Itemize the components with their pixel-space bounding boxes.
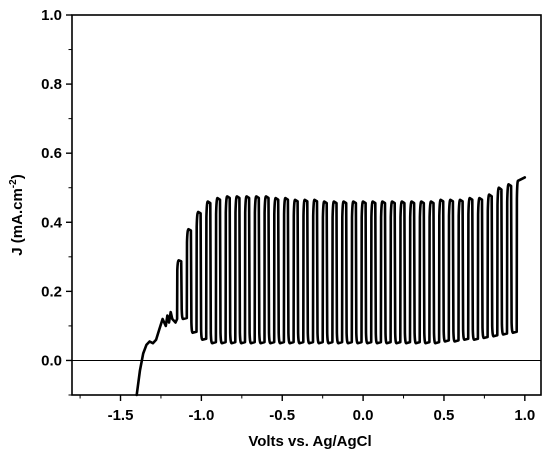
- x-axis-title: Volts vs. Ag/AgCl: [248, 433, 371, 450]
- y-tick-label: 0.8: [41, 76, 62, 93]
- y-axis-title-close: ): [9, 174, 26, 179]
- x-tick-label: 0.5: [434, 407, 455, 424]
- data-lines: [135, 176, 527, 397]
- x-tick-label: -0.5: [269, 407, 295, 424]
- tick-marks: [66, 14, 526, 401]
- x-tick-label: -1.0: [188, 407, 214, 424]
- current-density-trace: [135, 176, 527, 397]
- y-tick-label: 1.0: [41, 7, 62, 24]
- x-tick-label: -1.5: [108, 407, 134, 424]
- y-tick-label: 0.4: [41, 214, 63, 231]
- y-tick-label: 0.2: [41, 283, 62, 300]
- x-tick-label: 1.0: [514, 407, 535, 424]
- plot-frame: [71, 14, 542, 396]
- y-tick-label: 0.0: [41, 352, 62, 369]
- tick-labels: -1.5 -1.0 -0.5 0.0 0.5 1.0 0.0 0.2 0.4 0.6 0.8 1.0: [41, 7, 535, 424]
- y-tick-label: 0.6: [41, 145, 62, 162]
- x-tick-label: 0.0: [353, 407, 374, 424]
- y-axis-title-main: J (mA.cm: [9, 188, 26, 256]
- y-axis-title-sup: -2: [8, 179, 19, 188]
- y-axis-title: J (mA.cm-2): [8, 174, 26, 255]
- axes: [71, 14, 542, 396]
